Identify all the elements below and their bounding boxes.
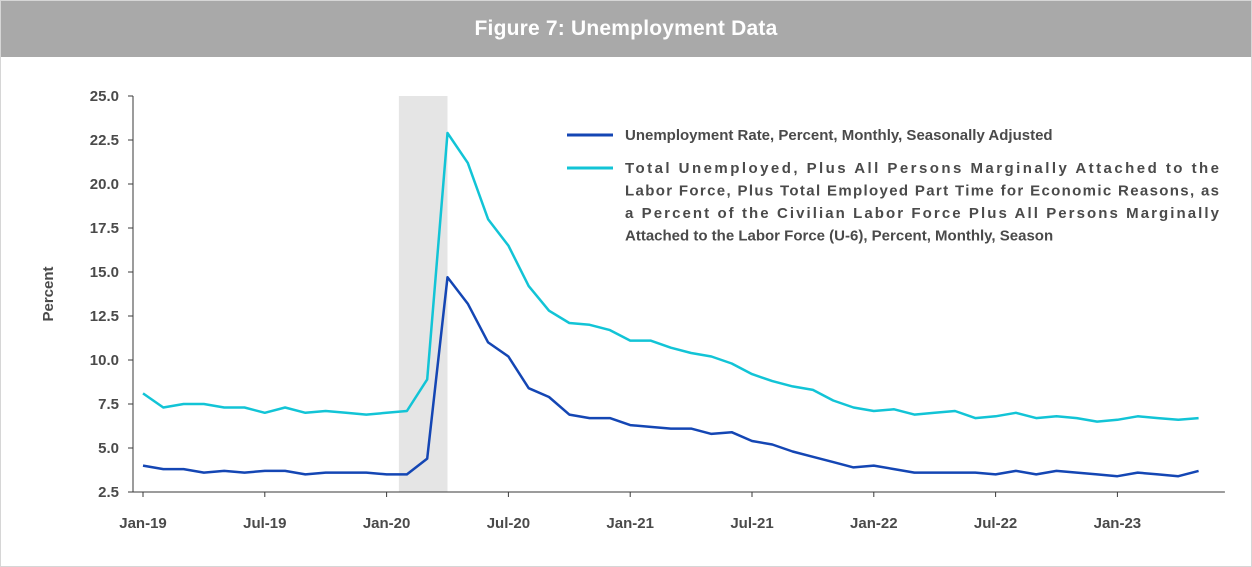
x-tick-label: Jan-23 <box>1094 515 1142 532</box>
x-tick-label: Jul-21 <box>730 515 773 532</box>
x-tick-label: Jan-22 <box>850 515 898 532</box>
x-tick-label: Jul-19 <box>243 515 286 532</box>
legend-label-u6-line: Total Unemployed, Plus All Persons Margi… <box>625 160 1219 177</box>
legend-label-u6-line: Attached to the Labor Force (U-6), Perce… <box>625 228 1053 245</box>
x-tick-label: Jan-19 <box>119 515 167 532</box>
series-line-0 <box>142 276 1199 478</box>
y-tick-label: 12.5 <box>90 308 119 325</box>
x-tick-label: Jan-20 <box>363 515 411 532</box>
series-lines <box>142 131 1199 478</box>
y-tick-label: 15.0 <box>90 264 119 281</box>
y-tick-label: 10.0 <box>90 352 119 369</box>
chart-header: Figure 7: Unemployment Data <box>1 1 1251 57</box>
x-tick-label: Jan-21 <box>606 515 654 532</box>
y-tick-label: 7.5 <box>98 396 119 413</box>
legend: Unemployment Rate, Percent, Monthly, Sea… <box>567 127 1220 245</box>
x-tick-label: Jul-20 <box>487 515 530 532</box>
chart-title: Figure 7: Unemployment Data <box>474 17 778 40</box>
y-tick-label: 17.5 <box>90 220 119 237</box>
legend-label-u3: Unemployment Rate, Percent, Monthly, Sea… <box>625 127 1053 144</box>
y-axis: 25.0 22.5 20.0 17.5 15.0 12.5 10.0 7.5 5.0 2.5 <box>90 88 134 501</box>
x-tick-label: Jul-22 <box>974 515 1017 532</box>
legend-label-u6-line: Labor Force, Plus Total Employed Part Ti… <box>625 183 1219 200</box>
y-tick-label: 20.0 <box>90 176 119 193</box>
y-tick-label: 5.0 <box>98 440 119 457</box>
y-axis-title: Percent <box>40 266 57 321</box>
legend-label-u6-line: a Percent of the Civilian Labor Force Pl… <box>625 205 1220 222</box>
y-tick-label: 2.5 <box>98 484 119 501</box>
series-line-1 <box>142 131 1199 423</box>
y-tick-label: 22.5 <box>90 132 119 149</box>
y-tick-label: 25.0 <box>90 88 119 105</box>
recession-shading <box>398 96 448 492</box>
x-axis: Jan-19 Jul-19 Jan-20 Jul-20 Jan-21 Jul-21 Jan-… <box>119 491 1225 532</box>
